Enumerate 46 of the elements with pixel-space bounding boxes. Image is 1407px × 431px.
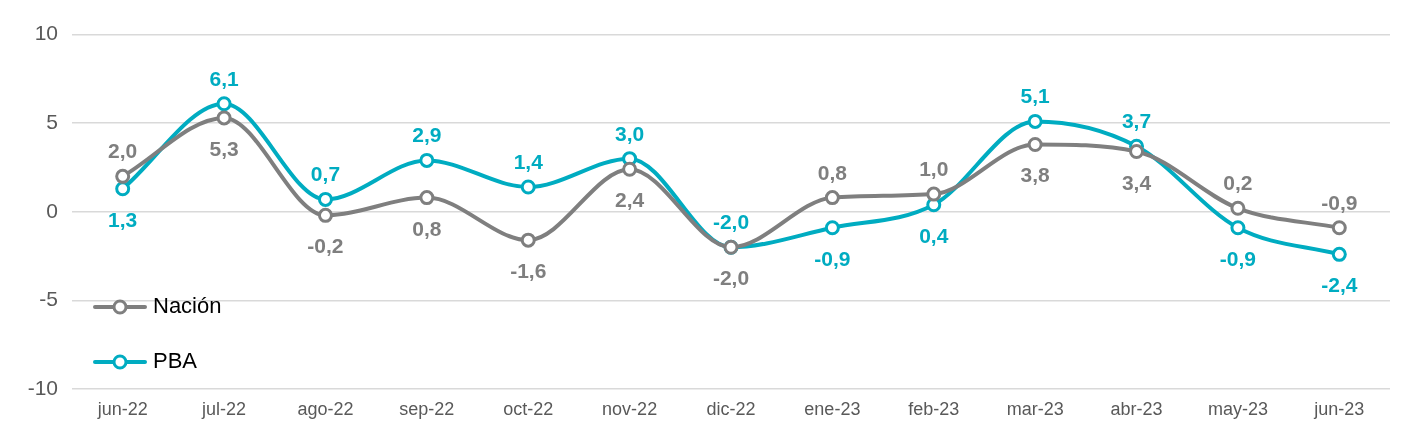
data-label: 1,3: [108, 207, 138, 231]
y-tick-label: 5: [46, 110, 58, 133]
data-label: 2,4: [615, 188, 645, 212]
y-tick-label: -5: [39, 287, 58, 311]
data-label: -0,9: [814, 246, 851, 270]
data-label: 3,4: [1121, 170, 1152, 194]
data-label: -0,9: [1321, 190, 1358, 214]
data-label: 0,4: [919, 223, 949, 247]
data-label: -0,2: [307, 234, 344, 258]
x-tick-label: sep-22: [399, 398, 455, 419]
data-label: 1,4: [513, 149, 544, 173]
data-label: 5,1: [1020, 84, 1051, 108]
data-label: 3,0: [615, 121, 645, 145]
data-label: 0,8: [412, 216, 442, 240]
data-label: 0,7: [310, 162, 341, 186]
data-label: 1,0: [919, 157, 949, 181]
legend-label: Nación: [153, 293, 222, 319]
x-tick-label: nov-22: [602, 398, 658, 419]
x-tick-label: feb-23: [908, 398, 960, 419]
y-tick-label: -10: [27, 375, 58, 399]
x-tick-label: abr-23: [1110, 398, 1163, 419]
data-label: -1,6: [510, 259, 547, 283]
data-label: -2,0: [712, 266, 750, 290]
x-tick-label: dic-22: [706, 398, 756, 419]
data-label: 0,8: [817, 160, 848, 184]
legend-label: PBA: [153, 348, 198, 374]
data-label: 5,3: [209, 136, 239, 160]
data-label: -2,4: [1321, 273, 1358, 297]
x-tick-label: mar-23: [1006, 398, 1064, 419]
x-tick-label: ago-22: [297, 398, 354, 419]
data-label: -0,9: [1219, 246, 1257, 270]
x-tick-label: oct-22: [503, 398, 554, 419]
data-label: 6,1: [209, 66, 239, 90]
x-tick-label: may-23: [1207, 398, 1268, 419]
data-label: -2,0: [712, 210, 750, 234]
x-tick-label: jun-22: [96, 398, 148, 419]
data-label: 0,2: [1223, 171, 1253, 195]
data-label: 2,9: [412, 123, 442, 147]
y-tick-label: 0: [46, 198, 58, 222]
data-label: 3,8: [1020, 163, 1051, 187]
x-tick-label: ene-23: [804, 398, 861, 419]
x-tick-label: jul-22: [201, 398, 247, 419]
x-tick-label: jun-23: [1313, 398, 1365, 419]
data-label: 3,7: [1121, 109, 1152, 133]
data-label: 2,0: [108, 139, 138, 163]
y-tick-label: 10: [34, 21, 58, 45]
